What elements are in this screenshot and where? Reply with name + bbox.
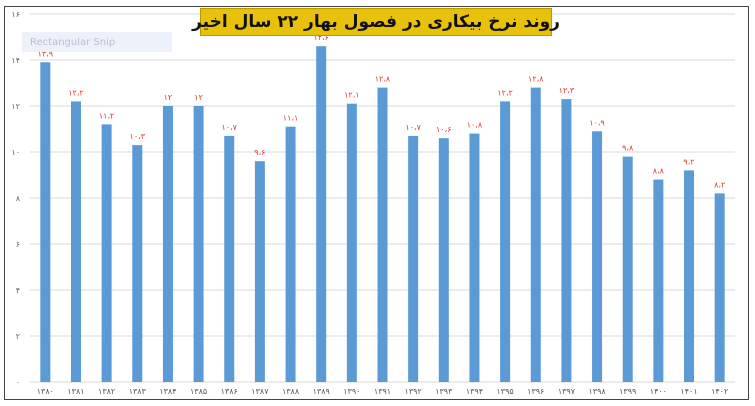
data-label: ۸،۲ xyxy=(714,180,725,189)
data-label: ۹،۸ xyxy=(622,144,634,153)
data-label: ۱۰،۳ xyxy=(130,132,146,141)
data-label: ۱۲ xyxy=(194,93,203,102)
bar xyxy=(561,99,572,382)
bar xyxy=(162,106,173,382)
x-tick-label: ۱۳۸۱ xyxy=(67,387,84,396)
data-label: ۹،۶ xyxy=(254,148,265,157)
y-tick-label: ۶ xyxy=(16,240,20,249)
y-tick-label: ۱۲ xyxy=(11,102,20,111)
y-tick-label: ۲ xyxy=(16,332,20,341)
x-tick-label: ۱۳۸۹ xyxy=(313,387,330,396)
bar xyxy=(193,106,204,382)
bar xyxy=(653,179,664,382)
bar xyxy=(684,170,695,382)
x-tick-label: ۱۳۸۲ xyxy=(98,387,115,396)
data-label: ۱۱،۲ xyxy=(99,111,114,120)
bar xyxy=(469,133,480,382)
y-axis-ticks: ۰ ۲ ۴ ۶ ۸ ۱۰ ۱۲ ۱۴ ۱۶ xyxy=(11,10,20,387)
data-label: ۱۲،۳ xyxy=(559,86,575,95)
bar xyxy=(132,145,143,382)
data-label: ۱۴،۶ xyxy=(313,33,328,42)
data-label: ۹،۲ xyxy=(683,157,694,166)
x-tick-label: ۱۳۹۹ xyxy=(619,387,636,396)
x-tick-label: ۱۳۸۸ xyxy=(282,387,300,396)
data-label: ۱۰،۶ xyxy=(436,125,451,134)
bar xyxy=(592,131,603,382)
x-tick-label: ۱۳۸۷ xyxy=(251,387,269,396)
data-label: ۸،۸ xyxy=(653,167,665,176)
x-tick-label: ۱۳۹۶ xyxy=(527,387,544,396)
y-tick-label: ۴ xyxy=(16,286,20,295)
x-tick-label: ۱۳۸۳ xyxy=(129,387,147,396)
data-label: ۱۲،۱ xyxy=(344,91,359,100)
snip-overlay-label: Rectangular Snip xyxy=(30,36,116,48)
rectangular-snip-overlay: Rectangular Snip xyxy=(22,32,172,52)
bar xyxy=(530,87,541,382)
y-tick-label: ۱۶ xyxy=(11,10,20,19)
x-tick-label: ۱۳۹۴ xyxy=(466,387,483,396)
bar xyxy=(70,101,81,383)
bar xyxy=(224,135,235,382)
data-label: ۱۳،۹ xyxy=(38,49,53,58)
data-label: ۱۲،۲ xyxy=(68,88,83,97)
data-label: ۱۰،۷ xyxy=(221,123,237,132)
y-tick-label: ۱۴ xyxy=(11,56,20,65)
data-label: ۱۰،۸ xyxy=(467,121,483,130)
bar xyxy=(622,156,633,382)
x-tick-label: ۱۳۸۴ xyxy=(159,387,176,396)
x-tick-label: ۱۳۹۵ xyxy=(497,387,514,396)
x-tick-label: ۱۳۹۸ xyxy=(588,387,606,396)
y-tick-label: ۰ xyxy=(16,378,20,387)
x-tick-label: ۱۳۹۱ xyxy=(374,387,391,396)
bar xyxy=(316,46,327,382)
x-tick-label: ۱۳۹۲ xyxy=(405,387,422,396)
x-tick-label: ۱۳۸۶ xyxy=(221,387,238,396)
data-label: ۱۰،۷ xyxy=(405,123,421,132)
bar xyxy=(285,126,296,382)
data-label: ۱۲،۲ xyxy=(497,88,512,97)
chart-title: روند نرخ بیکاری در فصول بهار ۲۲ سال اخیر xyxy=(192,12,560,32)
x-tick-label: ۱۳۹۷ xyxy=(558,387,576,396)
bar xyxy=(101,124,112,383)
data-labels: ۱۳،۹ ۱۲،۲ ۱۱،۲ ۱۰،۳ ۱۲ ۱۲ ۱۰،۷ ۹،۶ ۱۱،۱ ۱۴،۶ ۱۲،۱ ۱… xyxy=(38,33,726,189)
x-tick-label: ۱۴۰۲ xyxy=(711,387,728,396)
data-label: ۱۱،۱ xyxy=(283,114,298,123)
bars xyxy=(40,46,725,383)
y-tick-label: ۱۰ xyxy=(11,148,20,157)
x-axis-ticks: ۱۳۸۰ ۱۳۸۱ ۱۳۸۲ ۱۳۸۳ ۱۳۸۴ ۱۳۸۵ ۱۳۸۶ ۱۳۸۷ ۱۳۸۸ ۱۳۸۹… xyxy=(37,387,729,396)
chart-title-box: روند نرخ بیکاری در فصول بهار ۲۲ سال اخیر xyxy=(192,8,560,36)
data-label: ۱۲،۸ xyxy=(528,75,544,84)
data-label: ۱۲ xyxy=(164,93,173,102)
x-tick-label: ۱۴۰۰ xyxy=(650,387,667,396)
x-tick-label: ۱۳۸۵ xyxy=(190,387,207,396)
data-label: ۱۰،۹ xyxy=(589,118,604,127)
bar xyxy=(500,101,511,383)
bar xyxy=(40,62,51,383)
x-tick-label: ۱۳۸۰ xyxy=(37,387,54,396)
bar xyxy=(377,87,388,382)
bar xyxy=(438,138,449,382)
x-tick-label: ۱۳۹۳ xyxy=(435,387,453,396)
bar xyxy=(408,135,419,382)
bar xyxy=(346,103,357,382)
x-tick-label: ۱۳۹۰ xyxy=(343,387,360,396)
y-tick-label: ۸ xyxy=(16,194,21,203)
bar xyxy=(254,161,265,382)
bar xyxy=(714,193,725,382)
x-tick-label: ۱۴۰۱ xyxy=(680,387,697,396)
data-label: ۱۲،۸ xyxy=(375,75,391,84)
